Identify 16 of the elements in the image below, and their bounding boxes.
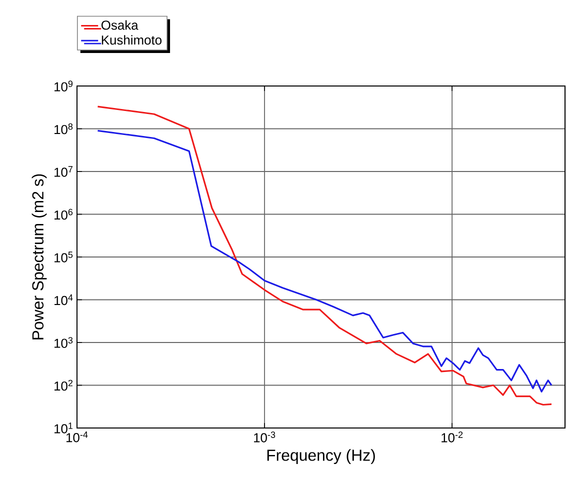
y-tick-label: 10$^{9}$ (54, 80, 73, 92)
y-tick-label: 10$^{3}$ (54, 337, 73, 348)
y-tick-label: 10$^{8}$ (54, 123, 73, 134)
y-tick-label: 10$^{6}$ (54, 208, 73, 220)
legend-label: Osaka (101, 20, 138, 30)
x-tick-label: 10$^{-2}$ (442, 432, 463, 442)
x-tick-label: 10$^{-4}$ (66, 432, 88, 442)
y-tick-label: 10$^{4}$ (54, 294, 73, 306)
x-axis-title: Frequency (Hz) (267, 449, 375, 464)
y-tick-label: 10$^{7}$ (54, 166, 73, 177)
y-tick-label: 10$^{2}$ (54, 380, 73, 391)
y-tick-label: 10$^{5}$ (54, 252, 73, 262)
y-tick-label: 10$^{1}$ (54, 422, 73, 434)
x-tick-label: 10$^{-3}$ (254, 432, 276, 442)
legend-label: Kushimoto (102, 35, 162, 45)
y-axis-title: Power Spectrum (m2 s) (32, 174, 47, 340)
